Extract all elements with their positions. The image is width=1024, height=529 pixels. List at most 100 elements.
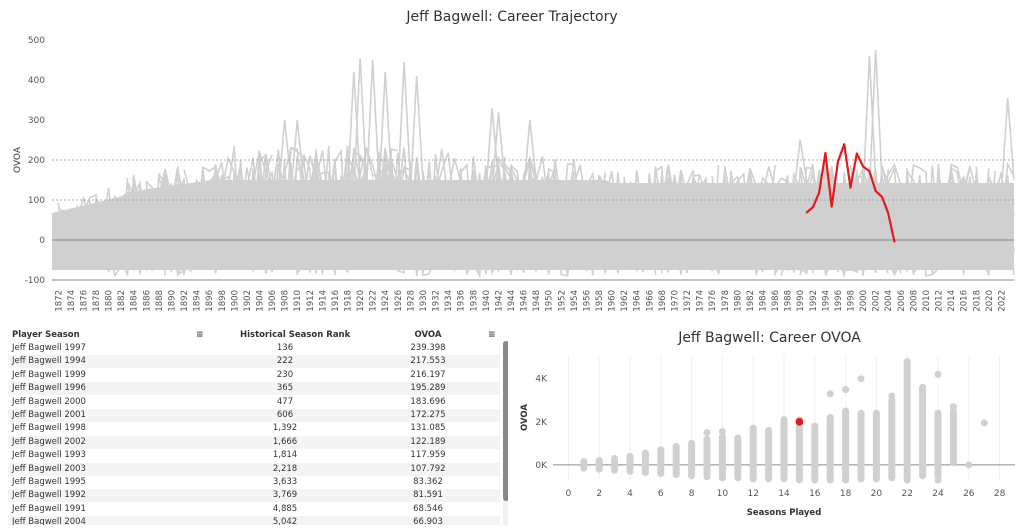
x-tick-label: 1916 bbox=[331, 290, 341, 312]
highlight-point bbox=[868, 170, 871, 172]
y-axis-label: OVOA bbox=[520, 404, 530, 431]
y-axis-label: OVOA bbox=[13, 146, 23, 173]
x-tick-label: 1960 bbox=[608, 290, 618, 312]
x-tick-label: 1914 bbox=[318, 290, 328, 312]
x-tick-label: 2 bbox=[596, 489, 602, 499]
season-rank-cell: 230 bbox=[276, 369, 294, 380]
x-tick-label: 1998 bbox=[847, 290, 857, 312]
column-header-ovoa[interactable]: OVOA bbox=[414, 330, 442, 340]
ovoa-cell: 195.289 bbox=[410, 383, 446, 394]
season-rank-cell: 1,666 bbox=[272, 436, 298, 447]
highlight-point bbox=[856, 152, 858, 155]
x-tick-label: 1990 bbox=[796, 290, 806, 312]
x-tick-label: 16 bbox=[809, 489, 821, 499]
y-tick-label: 100 bbox=[28, 196, 45, 206]
x-tick-label: 14 bbox=[778, 489, 790, 499]
season-rank-cell: 606 bbox=[276, 410, 294, 420]
x-tick-label: 1972 bbox=[683, 290, 693, 312]
x-tick-label: 1928 bbox=[406, 290, 416, 312]
outlier-point bbox=[857, 375, 865, 383]
x-tick-label: 1918 bbox=[344, 290, 354, 312]
table-row[interactable]: Jeff Bagwell 1991 4,885 68.546 bbox=[8, 503, 500, 516]
season-rank-cell: 3,633 bbox=[272, 477, 298, 487]
x-tick-label: 1896 bbox=[205, 290, 215, 312]
table-row[interactable]: Jeff Bagwell 2002 1,666 122.189 bbox=[8, 435, 500, 449]
x-tick-label: 26 bbox=[963, 489, 975, 499]
column-header-season-rank[interactable]: Historical Season Rank bbox=[240, 330, 351, 340]
table-row[interactable]: Jeff Bagwell 2004 5,042 66.903 bbox=[8, 516, 500, 525]
season-rank-cell: 365 bbox=[276, 383, 294, 394]
trajectory-line-chart[interactable]: OVOA 500 400 300 200 100 0 -100 1872 1874 1876 1878… bbox=[0, 30, 1024, 325]
table-row[interactable]: Jeff Bagwell 1996 365 195.289 bbox=[8, 382, 500, 396]
x-tick-label: 1974 bbox=[696, 290, 706, 312]
highlight-point bbox=[830, 205, 833, 208]
season-rank-cell: 477 bbox=[276, 396, 294, 407]
x-tick-label: 1892 bbox=[180, 290, 190, 312]
highlight-point bbox=[824, 152, 827, 154]
x-tick-label: 1904 bbox=[255, 290, 265, 312]
x-tick-label: 1884 bbox=[130, 290, 140, 312]
player-season-cell: Jeff Bagwell 1993 bbox=[12, 450, 86, 461]
y-tick-label: 200 bbox=[28, 156, 45, 166]
highlight-point bbox=[818, 192, 820, 194]
y-tick-label: -100 bbox=[25, 276, 46, 286]
x-tick-label: 2014 bbox=[947, 290, 957, 312]
x-tick-label: 2006 bbox=[897, 290, 907, 312]
x-tick-label: 1912 bbox=[306, 290, 316, 312]
season-rank-cell: 3,769 bbox=[272, 490, 298, 501]
sort-icon[interactable]: ≡ bbox=[196, 330, 204, 340]
table-row[interactable]: Jeff Bagwell 2000 477 183.696 bbox=[8, 396, 500, 409]
y-tick-label: 400 bbox=[28, 76, 45, 86]
season-rank-cell: 136 bbox=[276, 343, 294, 353]
x-tick-label: 1902 bbox=[243, 290, 253, 312]
x-tick-label: 1908 bbox=[281, 290, 291, 312]
outlier-point bbox=[934, 476, 942, 484]
outlier-point bbox=[903, 375, 911, 383]
season-rank-cell: 4,885 bbox=[272, 503, 298, 514]
highlight-point bbox=[843, 143, 846, 146]
highlight-point bbox=[849, 186, 852, 189]
player-season-cell: Jeff Bagwell 2002 bbox=[12, 436, 86, 447]
table-row[interactable]: Jeff Bagwell 1992 3,769 81.591 bbox=[8, 489, 500, 503]
x-tick-label: 2022 bbox=[997, 290, 1007, 312]
outlier-point bbox=[934, 370, 942, 378]
x-tick-label: 1940 bbox=[482, 290, 492, 312]
table-row[interactable]: Jeff Bagwell 1999 230 216.197 bbox=[8, 369, 500, 382]
ovoa-cell: 217.553 bbox=[410, 356, 446, 367]
x-tick-label: 1984 bbox=[758, 290, 768, 312]
season-rank-cell: 2,218 bbox=[272, 463, 298, 474]
x-tick-label: 2020 bbox=[985, 290, 995, 312]
scrollbar-thumb[interactable] bbox=[503, 341, 508, 501]
column-header-player-season[interactable]: Player Season bbox=[12, 330, 80, 340]
ovoa-cell: 183.696 bbox=[410, 396, 446, 407]
x-tick-label: 1890 bbox=[167, 290, 177, 312]
outlier-point bbox=[826, 390, 834, 398]
x-axis-label: Seasons Played bbox=[747, 508, 822, 518]
x-tick-label: 24 bbox=[932, 489, 944, 499]
x-tick-label: 1878 bbox=[92, 290, 102, 312]
highlight-point bbox=[837, 161, 839, 163]
table-row[interactable]: Jeff Bagwell 1998 1,392 131.085 bbox=[8, 422, 500, 435]
outlier-point bbox=[965, 461, 973, 469]
x-tick-label: 1966 bbox=[645, 290, 655, 312]
table-row[interactable]: Jeff Bagwell 2003 2,218 107.792 bbox=[8, 462, 500, 476]
sort-icon[interactable]: ≡ bbox=[488, 330, 496, 340]
x-tick-label: 18 bbox=[840, 489, 852, 499]
table-row[interactable]: Jeff Bagwell 2001 606 172.275 bbox=[8, 409, 500, 422]
x-tick-label: 1924 bbox=[381, 290, 391, 312]
player-season-cell: Jeff Bagwell 1995 bbox=[12, 477, 86, 487]
player-season-table[interactable]: Player Season ≡ Historical Season Rank O… bbox=[8, 325, 508, 525]
x-tick-label: 1948 bbox=[532, 290, 542, 312]
highlight-point bbox=[811, 206, 814, 209]
x-tick-label: 1880 bbox=[105, 290, 115, 312]
x-tick-label: 1888 bbox=[155, 290, 165, 312]
player-season-cell: Jeff Bagwell 2003 bbox=[12, 463, 86, 474]
table-row[interactable]: Jeff Bagwell 1993 1,814 117.959 bbox=[8, 449, 500, 462]
table-row[interactable]: Jeff Bagwell 1997 136 239.398 bbox=[8, 342, 500, 355]
x-tick-label: 1970 bbox=[670, 290, 680, 312]
table-row[interactable]: Jeff Bagwell 1995 3,633 83.362 bbox=[8, 476, 500, 489]
player-season-cell: Jeff Bagwell 1996 bbox=[12, 383, 86, 394]
table-row[interactable]: Jeff Bagwell 1994 222 217.553 bbox=[8, 355, 500, 369]
x-tick-label: 1922 bbox=[369, 290, 379, 312]
